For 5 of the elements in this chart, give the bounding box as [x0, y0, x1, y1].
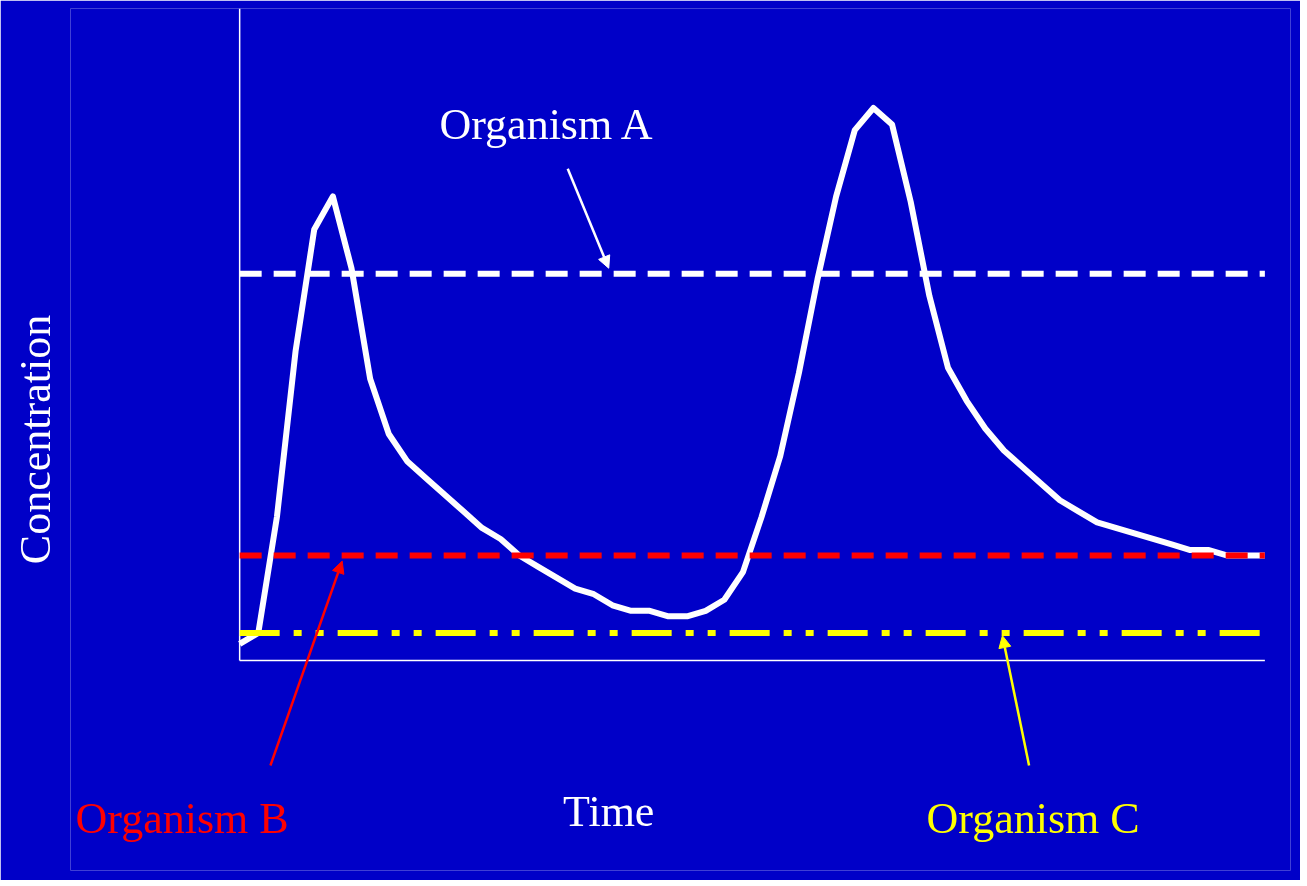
ref-line-label: Organism C — [926, 793, 1140, 843]
ref-line-label: Organism B — [75, 793, 289, 843]
x-axis-title: Time — [563, 787, 655, 837]
ref-line-label: Organism A — [439, 100, 653, 150]
y-axis-title: Concentration — [10, 314, 60, 565]
